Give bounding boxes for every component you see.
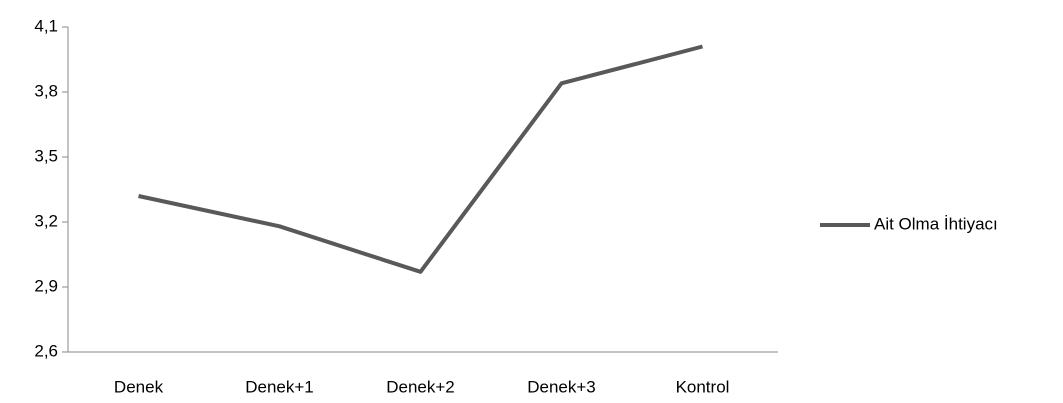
y-tick-label: 4,1	[34, 16, 58, 35]
y-tick-label: 3,5	[34, 146, 58, 165]
x-tick-label: Denek	[114, 377, 164, 396]
legend-label: Ait Olma İhtiyacı	[874, 214, 998, 233]
y-tick-label: 2,6	[34, 341, 58, 360]
x-tick-label: Denek+1	[245, 377, 314, 396]
y-tick-label: 2,9	[34, 276, 58, 295]
data-line	[138, 44, 704, 274]
y-tick-label: 3,2	[34, 211, 58, 230]
y-tick-label: 3,8	[34, 81, 58, 100]
x-tick-label: Denek+3	[527, 377, 596, 396]
x-tick-label: Denek+2	[386, 377, 455, 396]
x-tick-label: Kontrol	[676, 377, 730, 396]
